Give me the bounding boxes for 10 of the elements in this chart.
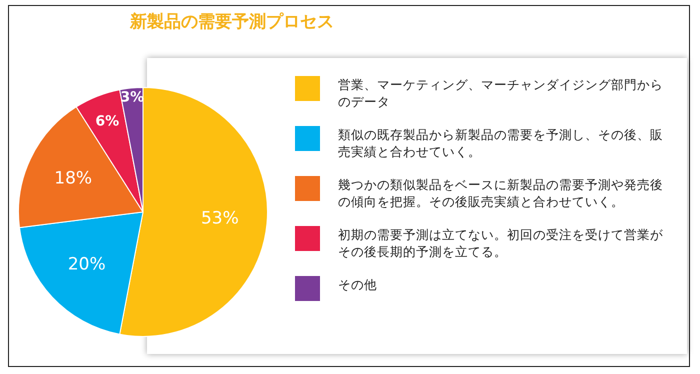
data-label: 53% [200, 208, 239, 229]
legend-label: その他 [338, 276, 377, 293]
data-label: 6% [95, 113, 120, 130]
legend-label: 類似の既存製品から新製品の需要を予測し、その後、販売実績と合わせていく。 [338, 126, 664, 160]
legend-label: 営業、マーケティング、マーチャンダイジング部門からのデータ [338, 76, 664, 110]
chart-title: 新製品の需要予測プロセス [130, 11, 334, 33]
data-label: 18% [54, 168, 92, 189]
legend-label: 初期の需要予測は立てない。初回の受注を受けて営業がその後長期的予測を立てる。 [338, 226, 664, 260]
legend-label: 幾つかの類似製品をベースに新製品の需要予測や発売後の傾向を把握。その後販売実績と合わせていく。 [338, 176, 664, 210]
data-label: 20% [68, 254, 106, 274]
